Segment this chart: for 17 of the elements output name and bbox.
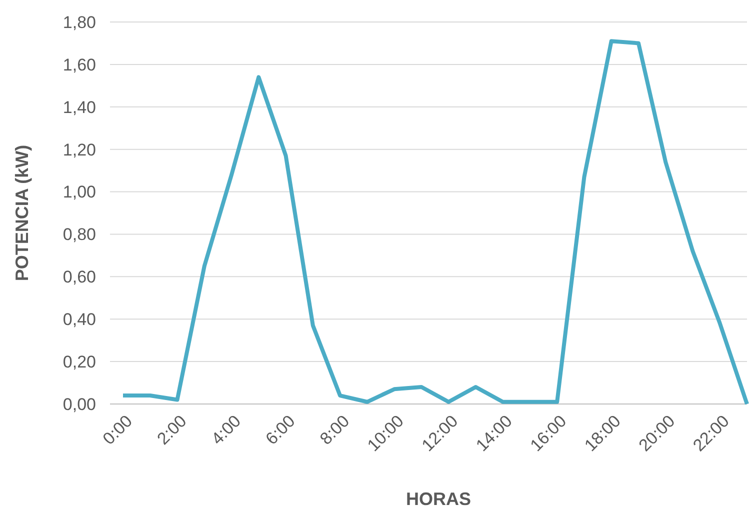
x-tick-label: 4:00 <box>208 412 245 448</box>
y-tick-label: 0,00 <box>62 394 96 414</box>
y-tick-label: 1,40 <box>62 98 96 117</box>
x-tick-label: 8:00 <box>316 412 354 448</box>
y-tick-label: 0,20 <box>62 352 96 372</box>
y-tick-label: 1,60 <box>62 55 96 74</box>
y-axis-title: POTENCIA (kW) <box>12 144 32 282</box>
x-axis-title: HORAS <box>406 489 472 509</box>
line-series <box>121 39 749 406</box>
y-tick-label: 0,40 <box>62 310 96 330</box>
y-tick-label: 0,60 <box>62 268 96 287</box>
x-tick-label: 0:00 <box>99 412 136 448</box>
y-tick-label: 0,80 <box>62 225 96 244</box>
y-tick-label: 1,20 <box>62 140 96 160</box>
x-tick-label: 6:00 <box>262 412 299 448</box>
y-tick-label: 1,00 <box>62 182 96 202</box>
y-tick-label: 1,80 <box>62 12 96 32</box>
